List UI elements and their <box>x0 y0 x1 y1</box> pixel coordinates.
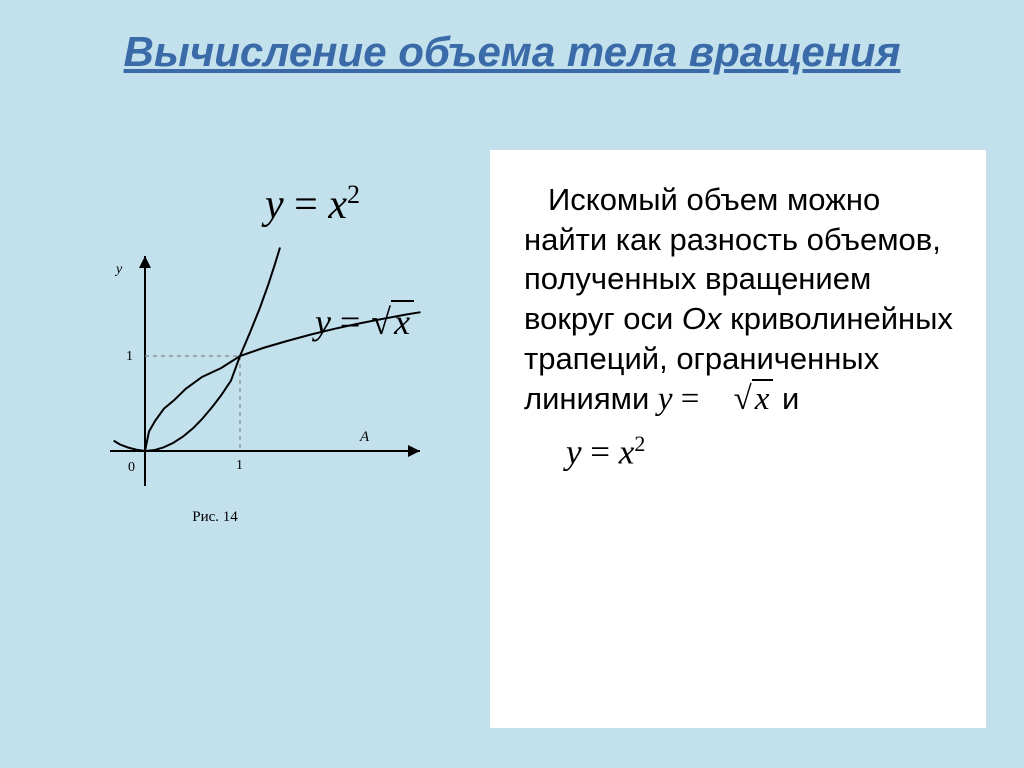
and-word: и <box>773 381 799 416</box>
eq-sign: = <box>673 381 708 417</box>
tick-y-1: 1 <box>126 349 133 364</box>
slide-title: Вычисление объема тела вращения <box>0 28 1024 76</box>
formula2-lhs: y <box>315 302 331 342</box>
curve-parabola <box>114 248 280 452</box>
left-panel: y = x2 0 1 1 y A <box>50 180 470 551</box>
x-axis-arrow <box>408 445 420 457</box>
formula-exp: 2 <box>347 180 360 209</box>
y-axis-label: y <box>114 262 123 277</box>
body-paragraph: Искомый объем можно найти как разность о… <box>524 180 964 421</box>
radicand: x <box>752 379 774 417</box>
formula-y-eq-sqrtx: y = √x <box>315 301 414 343</box>
eq-sign: = <box>582 432 619 471</box>
formula-rhs: x <box>328 182 347 228</box>
f2-lhs: y <box>566 432 582 471</box>
graph-svg: 0 1 1 y A Рис. 14 <box>50 241 450 551</box>
f2-exp: 2 <box>634 431 645 456</box>
content-area: y = x2 0 1 1 y A <box>0 150 1024 730</box>
graph: 0 1 1 y A Рис. 14 y = √x <box>50 241 450 551</box>
sqrt-symbol: √x <box>369 301 414 343</box>
inline-formula-x2: y = x2 <box>566 431 964 473</box>
axis-ox: Ox <box>682 301 722 336</box>
text-panel: Искомый объем можно найти как разность о… <box>490 150 986 728</box>
inline-formula-sqrt: y = √x <box>658 381 774 417</box>
tick-x-1: 1 <box>236 458 243 473</box>
origin-label: 0 <box>128 460 135 475</box>
figure-caption: Рис. 14 <box>192 509 238 525</box>
formula-y-eq-x2: y = x2 <box>155 180 470 229</box>
formula-lhs: y <box>265 182 284 228</box>
f1-lhs: y <box>658 381 673 417</box>
y-axis-arrow <box>139 256 151 268</box>
f2-rhs: x <box>619 432 635 471</box>
eq-sign: = <box>331 302 369 342</box>
sqrt-symbol: √x <box>708 378 774 420</box>
point-A: A <box>359 429 370 445</box>
eq-sign: = <box>284 182 329 228</box>
radicand: x <box>391 300 414 342</box>
